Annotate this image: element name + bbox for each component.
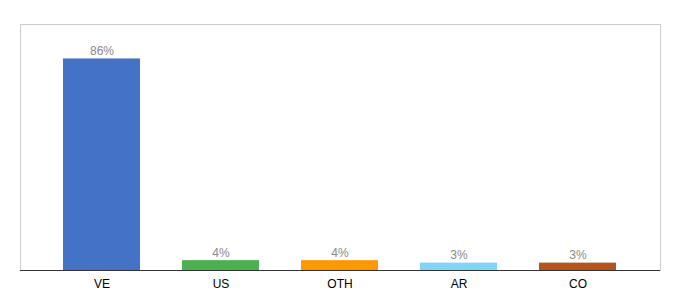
svg-text:4%: 4% (331, 246, 349, 260)
svg-text:4%: 4% (212, 246, 230, 260)
svg-text:3%: 3% (569, 248, 587, 262)
svg-text:AR: AR (451, 277, 468, 291)
svg-text:US: US (213, 277, 230, 291)
svg-text:OTH: OTH (327, 277, 352, 291)
svg-text:3%: 3% (450, 248, 468, 262)
svg-text:CO: CO (569, 277, 587, 291)
svg-text:VE: VE (94, 277, 110, 291)
svg-text:86%: 86% (90, 44, 114, 58)
